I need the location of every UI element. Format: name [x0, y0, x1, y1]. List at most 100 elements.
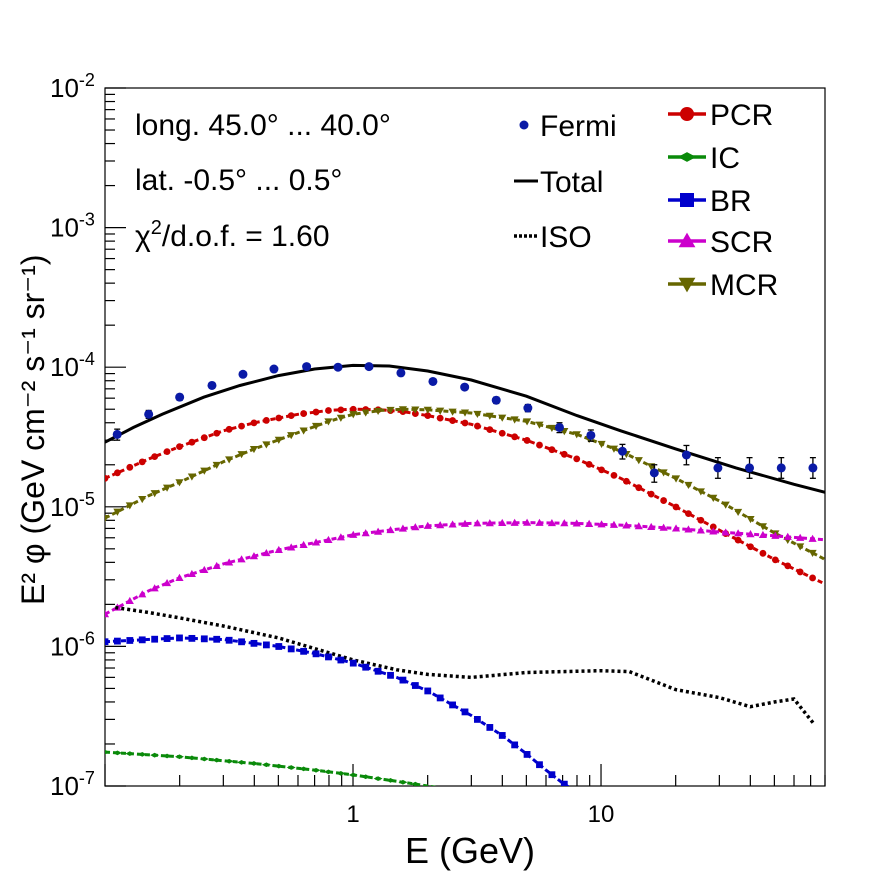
series-marker-scr: [572, 519, 581, 527]
series-marker-pcr: [213, 429, 221, 437]
series-marker-ic: [410, 781, 420, 786]
series-marker-pcr: [262, 417, 270, 424]
series-marker-pcr: [176, 443, 183, 451]
series-marker-br: [163, 635, 171, 642]
fermi-marker: [175, 392, 185, 402]
series-marker-ic: [175, 754, 184, 760]
fermi-point: [713, 456, 723, 479]
series-marker-pcr: [759, 549, 767, 557]
series-marker-br: [287, 645, 295, 653]
series-marker-ic: [324, 769, 333, 775]
series-marker-br: [300, 647, 308, 655]
latitude-annotation: lat. -0.5° ... 0.5°: [135, 164, 342, 197]
series-marker-pcr: [709, 523, 717, 531]
series-marker-br: [399, 676, 407, 684]
series-marker-pcr: [560, 450, 568, 458]
series-marker-mcr: [671, 475, 681, 483]
series-marker-scr: [162, 579, 172, 587]
fermi-marker: [808, 463, 818, 473]
fermi-point: [238, 369, 248, 379]
series-marker-mcr: [175, 479, 184, 487]
y-tick-base: 10: [50, 213, 79, 243]
series-line-iso: [115, 605, 816, 725]
series-ic: [105, 749, 438, 786]
y-tick-labels: 10-710-610-510-410-310-2: [50, 70, 95, 801]
series-pcr: [105, 405, 825, 586]
series-marker-scr: [187, 569, 196, 577]
series-marker-mcr: [349, 411, 358, 419]
y-tick-base: 10: [50, 492, 79, 522]
series-marker-pcr: [126, 463, 134, 471]
series-marker-scr: [105, 610, 110, 618]
series-marker-scr: [498, 518, 507, 527]
x-tick-label: 10: [588, 801, 615, 828]
series-marker-mcr: [225, 456, 234, 464]
series-marker-mcr: [138, 495, 147, 504]
series-marker-pcr: [349, 405, 357, 413]
fermi-marker: [554, 422, 564, 432]
series-marker-mcr: [659, 469, 668, 477]
legend-label: BR: [710, 185, 752, 218]
y-tick-base: 10: [50, 771, 79, 801]
series-marker-pcr: [697, 516, 705, 524]
series-marker-scr: [374, 527, 383, 535]
series-marker-pcr: [325, 407, 332, 414]
series-marker-scr: [746, 530, 755, 538]
series-marker-mcr: [105, 515, 110, 523]
series-marker-br: [560, 780, 568, 786]
fermi-point: [491, 395, 501, 405]
series-line-pcr: [105, 407, 825, 586]
series-marker-mcr: [249, 445, 259, 454]
series-marker-scr: [734, 529, 743, 537]
legend-item-iso: ISO: [514, 221, 592, 254]
series-marker-scr: [336, 533, 345, 541]
fermi-point: [144, 409, 154, 420]
series-marker-br: [188, 634, 196, 642]
series-marker-pcr: [474, 422, 481, 430]
fermi-marker: [586, 430, 596, 440]
series-marker-br: [138, 636, 146, 644]
series-marker-pcr: [200, 434, 208, 442]
series-marker-pcr: [647, 490, 655, 498]
series-marker-scr: [386, 525, 395, 534]
fermi-point: [681, 444, 691, 466]
series-marker-scr: [796, 533, 805, 541]
legend-item-total: Total: [514, 166, 603, 199]
series-marker-pcr: [337, 406, 345, 414]
legend-item-pcr: PCR: [668, 99, 773, 132]
series-marker-mcr: [113, 508, 122, 516]
series-marker-br: [387, 671, 394, 679]
series-marker-mcr: [547, 424, 556, 432]
series-marker-pcr: [238, 422, 245, 430]
fermi-point: [333, 362, 343, 372]
y-tick-base: 10: [50, 73, 79, 103]
series-marker-pcr: [536, 441, 543, 449]
series-marker-ic: [199, 756, 209, 762]
series-marker-mcr: [721, 501, 730, 509]
series-marker-pcr: [287, 412, 295, 419]
series-marker-mcr: [758, 523, 768, 531]
fermi-point: [460, 382, 470, 392]
y-tick-exponent: -5: [79, 489, 95, 509]
series-marker-pcr: [548, 446, 556, 454]
fermi-point: [808, 456, 818, 479]
x-tick-label: 1: [346, 801, 359, 828]
series-marker-pcr: [163, 448, 171, 456]
series-marker-br: [312, 650, 320, 658]
fermi-point: [776, 456, 786, 479]
series-marker-scr: [808, 534, 817, 542]
series-marker-mcr: [162, 484, 172, 492]
legend-item-ic: IC: [668, 142, 740, 175]
series-marker-scr: [138, 590, 147, 598]
fermi-point: [586, 429, 596, 442]
fermi-marker: [491, 395, 501, 405]
series-marker-mcr: [212, 461, 221, 469]
legend-label: ISO: [540, 221, 592, 254]
series-marker-pcr: [734, 536, 742, 544]
series-marker-pcr: [784, 562, 792, 570]
series-marker-br: [349, 659, 357, 667]
axis-ticks: [104, 87, 826, 787]
series-marker-br: [325, 653, 332, 661]
series-marker-scr: [249, 552, 259, 560]
